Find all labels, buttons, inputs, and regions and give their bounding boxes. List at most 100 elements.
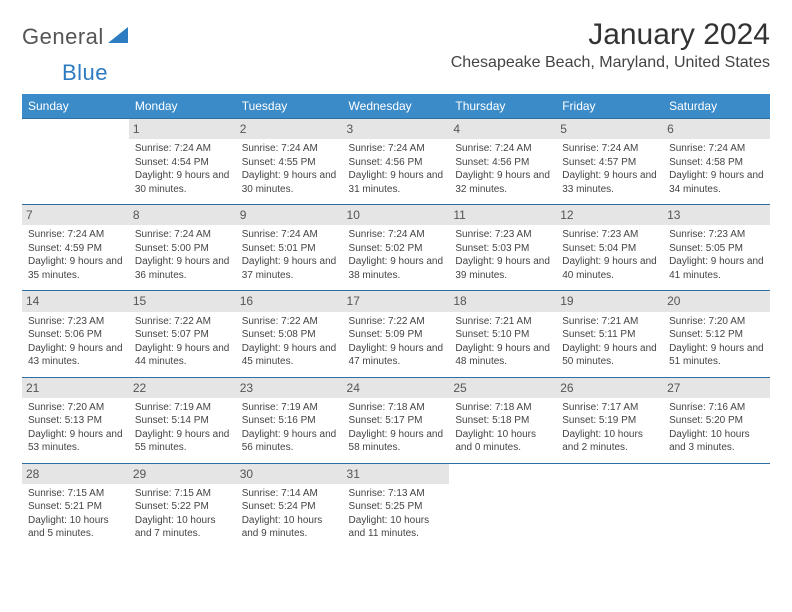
daylight-text: Daylight: 9 hours and 35 minutes.: [28, 255, 123, 282]
calendar-cell: 21Sunrise: 7:20 AMSunset: 5:13 PMDayligh…: [22, 377, 129, 463]
sunset-text: Sunset: 5:21 PM: [28, 500, 123, 514]
day-number: 14: [22, 291, 129, 311]
day-number: 9: [236, 205, 343, 225]
calendar-cell: 16Sunrise: 7:22 AMSunset: 5:08 PMDayligh…: [236, 291, 343, 377]
day-number: 15: [129, 291, 236, 311]
calendar-cell: 6Sunrise: 7:24 AMSunset: 4:58 PMDaylight…: [663, 119, 770, 205]
calendar-cell: 27Sunrise: 7:16 AMSunset: 5:20 PMDayligh…: [663, 377, 770, 463]
sunset-text: Sunset: 5:02 PM: [349, 242, 444, 256]
calendar-row: 14Sunrise: 7:23 AMSunset: 5:06 PMDayligh…: [22, 291, 770, 377]
calendar-cell: 4Sunrise: 7:24 AMSunset: 4:56 PMDaylight…: [449, 119, 556, 205]
logo-word2: Blue: [62, 60, 108, 85]
sunset-text: Sunset: 5:19 PM: [562, 414, 657, 428]
day-header: Saturday: [663, 94, 770, 119]
day-number: 17: [343, 291, 450, 311]
day-number: 16: [236, 291, 343, 311]
daylight-text: Daylight: 9 hours and 55 minutes.: [135, 428, 230, 455]
day-number: 30: [236, 464, 343, 484]
sunset-text: Sunset: 5:25 PM: [349, 500, 444, 514]
sunset-text: Sunset: 4:55 PM: [242, 156, 337, 170]
sunrise-text: Sunrise: 7:23 AM: [669, 228, 764, 242]
day-header-row: Sunday Monday Tuesday Wednesday Thursday…: [22, 94, 770, 119]
sunset-text: Sunset: 5:17 PM: [349, 414, 444, 428]
sunrise-text: Sunrise: 7:24 AM: [135, 142, 230, 156]
day-number: 31: [343, 464, 450, 484]
daylight-text: Daylight: 9 hours and 38 minutes.: [349, 255, 444, 282]
day-number: 3: [343, 119, 450, 139]
sunset-text: Sunset: 5:13 PM: [28, 414, 123, 428]
sunset-text: Sunset: 4:59 PM: [28, 242, 123, 256]
sunset-text: Sunset: 5:22 PM: [135, 500, 230, 514]
sunset-text: Sunset: 5:06 PM: [28, 328, 123, 342]
daylight-text: Daylight: 9 hours and 56 minutes.: [242, 428, 337, 455]
sunrise-text: Sunrise: 7:24 AM: [135, 228, 230, 242]
day-number: 25: [449, 378, 556, 398]
sunrise-text: Sunrise: 7:18 AM: [455, 401, 550, 415]
calendar-cell: [556, 463, 663, 549]
day-number: 22: [129, 378, 236, 398]
calendar-cell: 22Sunrise: 7:19 AMSunset: 5:14 PMDayligh…: [129, 377, 236, 463]
sunrise-text: Sunrise: 7:20 AM: [669, 315, 764, 329]
sunrise-text: Sunrise: 7:24 AM: [242, 142, 337, 156]
daylight-text: Daylight: 9 hours and 31 minutes.: [349, 169, 444, 196]
sunrise-text: Sunrise: 7:19 AM: [135, 401, 230, 415]
calendar-cell: 7Sunrise: 7:24 AMSunset: 4:59 PMDaylight…: [22, 205, 129, 291]
sunrise-text: Sunrise: 7:13 AM: [349, 487, 444, 501]
calendar-cell: 3Sunrise: 7:24 AMSunset: 4:56 PMDaylight…: [343, 119, 450, 205]
sunset-text: Sunset: 5:16 PM: [242, 414, 337, 428]
sunrise-text: Sunrise: 7:18 AM: [349, 401, 444, 415]
day-header: Wednesday: [343, 94, 450, 119]
calendar-cell: 25Sunrise: 7:18 AMSunset: 5:18 PMDayligh…: [449, 377, 556, 463]
sunset-text: Sunset: 4:54 PM: [135, 156, 230, 170]
sunset-text: Sunset: 4:58 PM: [669, 156, 764, 170]
daylight-text: Daylight: 10 hours and 9 minutes.: [242, 514, 337, 541]
day-number: 10: [343, 205, 450, 225]
day-number: 4: [449, 119, 556, 139]
daylight-text: Daylight: 9 hours and 43 minutes.: [28, 342, 123, 369]
calendar-row: 1Sunrise: 7:24 AMSunset: 4:54 PMDaylight…: [22, 119, 770, 205]
daylight-text: Daylight: 9 hours and 45 minutes.: [242, 342, 337, 369]
day-header: Friday: [556, 94, 663, 119]
calendar-cell: 11Sunrise: 7:23 AMSunset: 5:03 PMDayligh…: [449, 205, 556, 291]
sunset-text: Sunset: 5:24 PM: [242, 500, 337, 514]
sunset-text: Sunset: 5:12 PM: [669, 328, 764, 342]
daylight-text: Daylight: 9 hours and 44 minutes.: [135, 342, 230, 369]
sunrise-text: Sunrise: 7:24 AM: [669, 142, 764, 156]
calendar-cell: 30 Sunrise: 7:14 AMSunset: 5:24 PMDayligh…: [236, 463, 343, 549]
sunrise-text: Sunrise: 7:14 AM: [242, 487, 337, 501]
calendar-row: 7Sunrise: 7:24 AMSunset: 4:59 PMDaylight…: [22, 205, 770, 291]
calendar-cell: 24Sunrise: 7:18 AMSunset: 5:17 PMDayligh…: [343, 377, 450, 463]
day-header: Monday: [129, 94, 236, 119]
daylight-text: Daylight: 9 hours and 34 minutes.: [669, 169, 764, 196]
daylight-text: Daylight: 9 hours and 37 minutes.: [242, 255, 337, 282]
daylight-text: Daylight: 9 hours and 41 minutes.: [669, 255, 764, 282]
sunrise-text: Sunrise: 7:15 AM: [135, 487, 230, 501]
sunrise-text: Sunrise: 7:22 AM: [135, 315, 230, 329]
sunrise-text: Sunrise: 7:23 AM: [455, 228, 550, 242]
sunrise-text: Sunrise: 7:24 AM: [562, 142, 657, 156]
calendar-cell: 31Sunrise: 7:13 AMSunset: 5:25 PMDayligh…: [343, 463, 450, 549]
calendar-cell: 8Sunrise: 7:24 AMSunset: 5:00 PMDaylight…: [129, 205, 236, 291]
daylight-text: Daylight: 10 hours and 3 minutes.: [669, 428, 764, 455]
calendar-cell: [449, 463, 556, 549]
day-number: 18: [449, 291, 556, 311]
calendar-row: 21Sunrise: 7:20 AMSunset: 5:13 PMDayligh…: [22, 377, 770, 463]
logo-word1: General: [22, 24, 104, 50]
daylight-text: Daylight: 9 hours and 51 minutes.: [669, 342, 764, 369]
sunset-text: Sunset: 5:20 PM: [669, 414, 764, 428]
day-number: 8: [129, 205, 236, 225]
sunset-text: Sunset: 5:10 PM: [455, 328, 550, 342]
sunset-text: Sunset: 5:18 PM: [455, 414, 550, 428]
daylight-text: Daylight: 9 hours and 30 minutes.: [135, 169, 230, 196]
daylight-text: Daylight: 10 hours and 2 minutes.: [562, 428, 657, 455]
daylight-text: Daylight: 9 hours and 40 minutes.: [562, 255, 657, 282]
calendar-row: 28 Sunrise: 7:15 AM Sunset: 5:21 PM Dayligh…: [22, 463, 770, 549]
day-number: 28: [22, 464, 129, 484]
sunrise-text: Sunrise: 7:22 AM: [242, 315, 337, 329]
logo-triangle-icon: [108, 27, 128, 48]
daylight-text: Daylight: 9 hours and 50 minutes.: [562, 342, 657, 369]
daylight-text: Daylight: 9 hours and 58 minutes.: [349, 428, 444, 455]
sunrise-text: Sunrise: 7:20 AM: [28, 401, 123, 415]
sunrise-text: Sunrise: 7:24 AM: [455, 142, 550, 156]
day-number: 23: [236, 378, 343, 398]
